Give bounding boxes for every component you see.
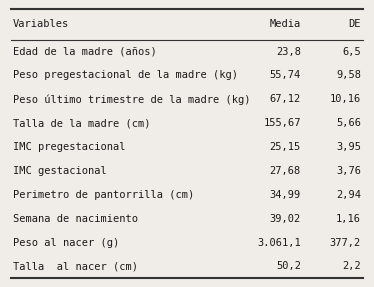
Text: 3,76: 3,76 — [336, 166, 361, 176]
Text: 25,15: 25,15 — [270, 142, 301, 152]
Text: Edad de la madre (años): Edad de la madre (años) — [13, 46, 157, 57]
Text: Peso último trimestre de la madre (kg): Peso último trimestre de la madre (kg) — [13, 94, 251, 104]
Text: 10,16: 10,16 — [329, 94, 361, 104]
Text: 34,99: 34,99 — [270, 190, 301, 200]
Text: 39,02: 39,02 — [270, 214, 301, 224]
Text: Media: Media — [270, 19, 301, 29]
Text: IMC pregestacional: IMC pregestacional — [13, 142, 126, 152]
Text: Peso pregestacional de la madre (kg): Peso pregestacional de la madre (kg) — [13, 70, 238, 80]
Text: 377,2: 377,2 — [329, 238, 361, 248]
Text: 2,2: 2,2 — [342, 261, 361, 272]
Text: 50,2: 50,2 — [276, 261, 301, 272]
Text: 27,68: 27,68 — [270, 166, 301, 176]
Text: 5,66: 5,66 — [336, 118, 361, 128]
Text: Semana de nacimiento: Semana de nacimiento — [13, 214, 138, 224]
Text: 2,94: 2,94 — [336, 190, 361, 200]
Text: 9,58: 9,58 — [336, 70, 361, 80]
Text: Talla  al nacer (cm): Talla al nacer (cm) — [13, 261, 138, 272]
Text: 3,95: 3,95 — [336, 142, 361, 152]
Text: Perimetro de pantorrilla (cm): Perimetro de pantorrilla (cm) — [13, 190, 194, 200]
Text: 6,5: 6,5 — [342, 46, 361, 57]
Text: 1,16: 1,16 — [336, 214, 361, 224]
Text: 155,67: 155,67 — [263, 118, 301, 128]
Text: 3.061,1: 3.061,1 — [257, 238, 301, 248]
Text: Peso al nacer (g): Peso al nacer (g) — [13, 238, 119, 248]
Text: 23,8: 23,8 — [276, 46, 301, 57]
Text: IMC gestacional: IMC gestacional — [13, 166, 107, 176]
Text: Talla de la madre (cm): Talla de la madre (cm) — [13, 118, 151, 128]
Text: 67,12: 67,12 — [270, 94, 301, 104]
Text: 55,74: 55,74 — [270, 70, 301, 80]
Text: DE: DE — [349, 19, 361, 29]
Text: Variables: Variables — [13, 19, 69, 29]
